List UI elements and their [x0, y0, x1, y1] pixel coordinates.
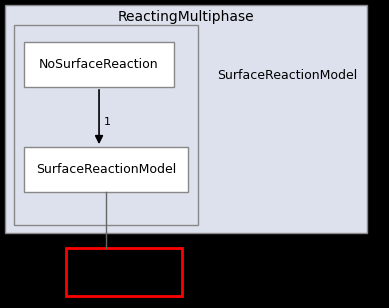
Bar: [24, 147, 188, 192]
Bar: [66, 248, 182, 296]
Text: SurfaceReactionModel: SurfaceReactionModel: [36, 163, 176, 176]
Bar: [5, 5, 367, 233]
Text: SurfaceReactionModel: SurfaceReactionModel: [217, 68, 357, 82]
Bar: [24, 42, 174, 87]
Bar: [14, 25, 198, 225]
Text: ReactingMultiphase: ReactingMultiphase: [118, 10, 254, 24]
Text: NoSurfaceReaction: NoSurfaceReaction: [39, 58, 159, 71]
Text: 1: 1: [104, 117, 111, 127]
